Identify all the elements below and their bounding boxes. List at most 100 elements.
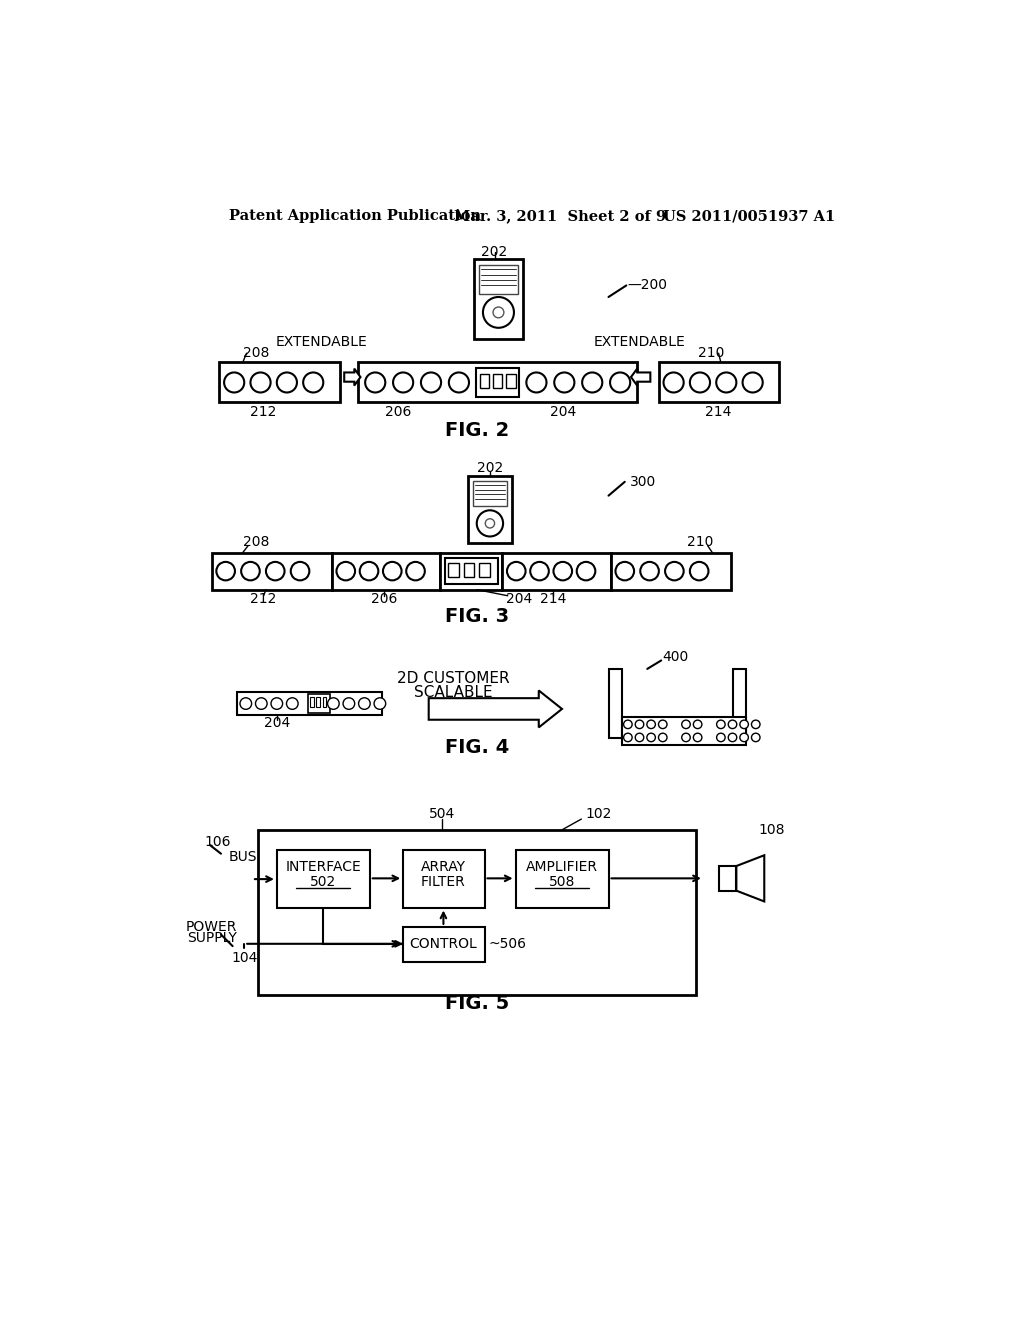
- Bar: [623, 718, 746, 744]
- Bar: [464, 562, 474, 577]
- Bar: [212, 553, 332, 590]
- Text: 206: 206: [385, 405, 411, 420]
- Text: EXTENDABLE: EXTENDABLE: [594, 335, 685, 348]
- Circle shape: [615, 562, 634, 581]
- Circle shape: [647, 733, 655, 742]
- Bar: [308, 694, 330, 713]
- Text: POWER: POWER: [186, 920, 238, 933]
- Circle shape: [682, 733, 690, 742]
- Text: 214: 214: [706, 405, 732, 420]
- Circle shape: [577, 562, 595, 581]
- Text: 208: 208: [243, 346, 269, 360]
- Text: 108: 108: [758, 822, 784, 837]
- Text: US 2011/0051937 A1: US 2011/0051937 A1: [663, 209, 835, 223]
- Bar: [476, 368, 519, 397]
- Circle shape: [658, 733, 667, 742]
- Circle shape: [383, 562, 401, 581]
- Circle shape: [276, 372, 297, 392]
- Circle shape: [624, 733, 632, 742]
- Bar: [479, 264, 518, 294]
- Text: FIG. 4: FIG. 4: [444, 738, 509, 756]
- Text: 208: 208: [243, 535, 269, 549]
- Circle shape: [485, 519, 495, 528]
- Bar: [316, 697, 321, 706]
- Bar: [449, 562, 459, 577]
- Circle shape: [734, 671, 743, 680]
- Text: 300: 300: [630, 475, 656, 488]
- Circle shape: [734, 698, 743, 708]
- Circle shape: [393, 372, 414, 392]
- Text: AMPLIFIER: AMPLIFIER: [526, 859, 598, 874]
- Bar: [611, 553, 731, 590]
- Circle shape: [635, 721, 644, 729]
- Circle shape: [740, 733, 749, 742]
- Circle shape: [358, 698, 371, 709]
- Bar: [493, 374, 503, 388]
- Text: SUPPLY: SUPPLY: [186, 932, 237, 945]
- Text: BUS: BUS: [228, 850, 257, 863]
- Text: 214: 214: [540, 591, 566, 606]
- Text: ARRAY: ARRAY: [421, 859, 466, 874]
- Bar: [480, 374, 489, 388]
- Text: 212: 212: [251, 591, 276, 606]
- Circle shape: [647, 721, 655, 729]
- Circle shape: [610, 684, 620, 693]
- Text: 210: 210: [698, 346, 725, 360]
- Circle shape: [665, 562, 684, 581]
- Text: FILTER: FILTER: [421, 875, 466, 890]
- Text: 2D CUSTOMER: 2D CUSTOMER: [397, 671, 510, 685]
- Bar: [474, 259, 523, 339]
- Circle shape: [526, 372, 547, 392]
- Circle shape: [610, 372, 630, 392]
- Text: 204: 204: [263, 715, 290, 730]
- Bar: [658, 363, 779, 403]
- Text: Mar. 3, 2011  Sheet 2 of 9: Mar. 3, 2011 Sheet 2 of 9: [454, 209, 666, 223]
- Bar: [440, 553, 503, 590]
- Bar: [237, 692, 382, 715]
- Polygon shape: [736, 855, 764, 902]
- Circle shape: [359, 562, 378, 581]
- Circle shape: [554, 562, 572, 581]
- Bar: [403, 850, 484, 908]
- Bar: [479, 562, 489, 577]
- Circle shape: [449, 372, 469, 392]
- Bar: [445, 558, 498, 585]
- Text: 400: 400: [663, 649, 689, 664]
- Circle shape: [658, 721, 667, 729]
- Text: 204: 204: [506, 591, 532, 606]
- Circle shape: [240, 698, 252, 709]
- Circle shape: [374, 698, 386, 709]
- Circle shape: [241, 562, 260, 581]
- Circle shape: [216, 562, 234, 581]
- Text: 504: 504: [429, 808, 455, 821]
- Text: 202: 202: [477, 461, 503, 475]
- Circle shape: [734, 684, 743, 693]
- Circle shape: [734, 726, 743, 735]
- Bar: [473, 480, 507, 506]
- Circle shape: [752, 721, 760, 729]
- Circle shape: [271, 698, 283, 709]
- Bar: [258, 830, 696, 995]
- Circle shape: [682, 721, 690, 729]
- Circle shape: [255, 698, 267, 709]
- Text: 102: 102: [586, 808, 611, 821]
- Circle shape: [752, 733, 760, 742]
- Bar: [332, 553, 440, 590]
- Text: FIG. 2: FIG. 2: [444, 421, 509, 440]
- Circle shape: [742, 372, 763, 392]
- Text: 202: 202: [481, 244, 508, 259]
- Text: 508: 508: [549, 875, 575, 890]
- Text: 502: 502: [310, 875, 337, 890]
- Polygon shape: [344, 368, 360, 385]
- Text: FIG. 3: FIG. 3: [444, 607, 509, 626]
- Circle shape: [421, 372, 441, 392]
- Text: 106: 106: [204, 836, 230, 849]
- Circle shape: [640, 562, 658, 581]
- Circle shape: [690, 562, 709, 581]
- Text: Patent Application Publication: Patent Application Publication: [228, 209, 480, 223]
- Circle shape: [717, 733, 725, 742]
- Circle shape: [291, 562, 309, 581]
- Text: —200: —200: [628, 279, 668, 293]
- Bar: [358, 363, 637, 403]
- Text: EXTENDABLE: EXTENDABLE: [275, 335, 368, 348]
